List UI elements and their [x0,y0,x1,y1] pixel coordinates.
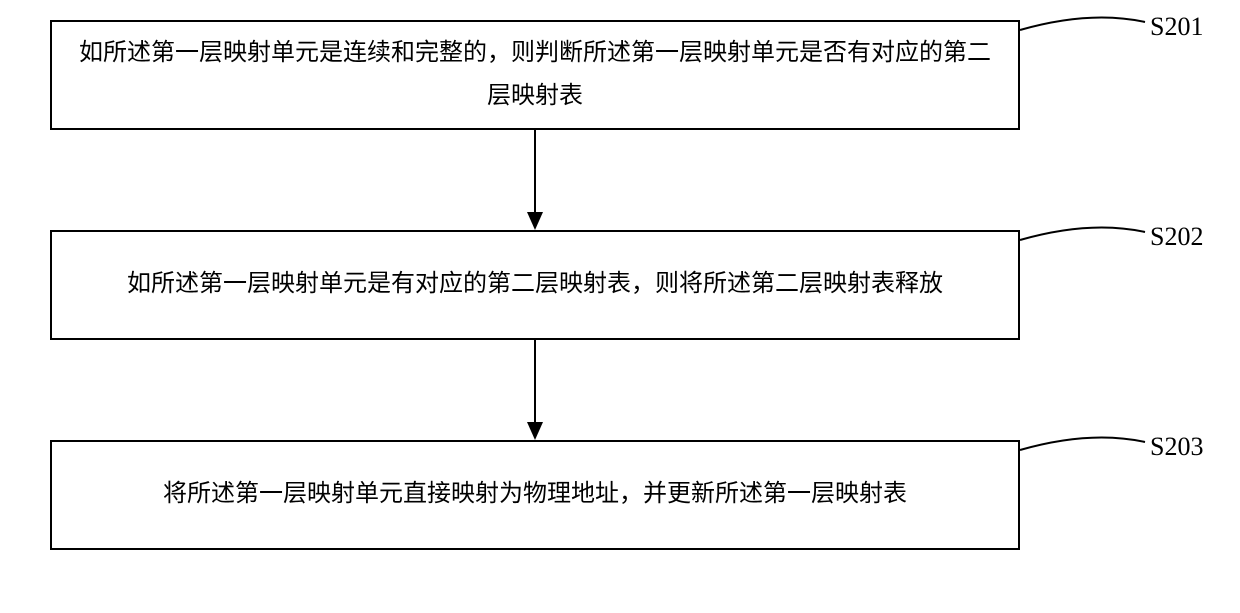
step-box-s203: 将所述第一层映射单元直接映射为物理地址，并更新所述第一层映射表 [50,440,1020,550]
step-text: 如所述第一层映射单元是连续和完整的，则判断所述第一层映射单元是否有对应的第二层映… [72,32,998,118]
step-label-s201: S201 [1150,12,1203,42]
step-text: 将所述第一层映射单元直接映射为物理地址，并更新所述第一层映射表 [163,473,907,516]
step-label-text: S203 [1150,432,1203,461]
arrow-2 [527,340,543,440]
step-text: 如所述第一层映射单元是有对应的第二层映射表，则将所述第二层映射表释放 [127,263,943,306]
step-label-text: S201 [1150,12,1203,41]
flowchart-canvas: 如所述第一层映射单元是连续和完整的，则判断所述第一层映射单元是否有对应的第二层映… [0,0,1240,613]
step-box-s202: 如所述第一层映射单元是有对应的第二层映射表，则将所述第二层映射表释放 [50,230,1020,340]
arrow-head [527,212,543,230]
step-label-s203: S203 [1150,432,1203,462]
arrow-1 [527,130,543,230]
arrow-line [534,340,536,422]
arrow-line [534,130,536,212]
arrow-head [527,422,543,440]
step-box-s201: 如所述第一层映射单元是连续和完整的，则判断所述第一层映射单元是否有对应的第二层映… [50,20,1020,130]
step-label-s202: S202 [1150,222,1203,252]
step-label-text: S202 [1150,222,1203,251]
